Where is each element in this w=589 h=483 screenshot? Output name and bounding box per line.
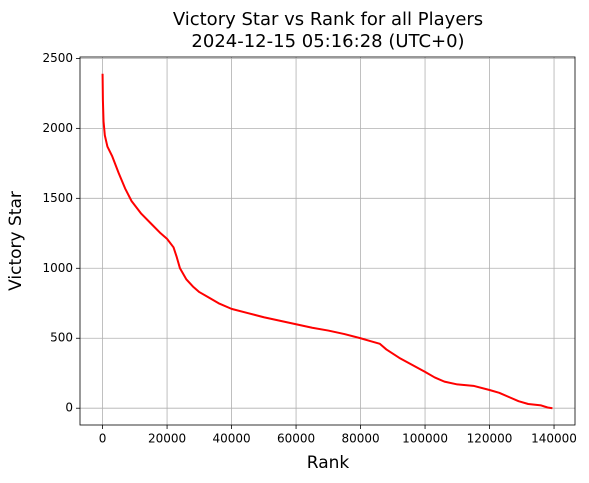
y-tick-label: 500 [50, 331, 73, 345]
chart-title: Victory Star vs Rank for all Players [173, 9, 483, 30]
y-tick-label: 2500 [42, 51, 73, 65]
x-tick-label: 40000 [212, 432, 250, 446]
x-tick-label: 100000 [402, 432, 448, 446]
x-tick-label: 120000 [467, 432, 513, 446]
y-tick-label: 2000 [42, 121, 73, 135]
plot-frame [79, 56, 576, 426]
x-tick-label: 140000 [531, 432, 577, 446]
y-axis-label: Victory Star [6, 191, 26, 291]
chart-subtitle: 2024-12-15 05:16:28 (UTC+0) [191, 31, 464, 52]
x-tick-label: 20000 [148, 432, 186, 446]
x-tick-label: 0 [99, 432, 107, 446]
y-tick-label: 1000 [42, 261, 73, 275]
data-line [101, 73, 553, 410]
y-tick-label: 0 [65, 401, 73, 415]
x-tick-label: 80000 [341, 432, 379, 446]
y-tick-label: 1500 [42, 191, 73, 205]
x-axis-label: Rank [307, 453, 350, 473]
x-tick-label: 60000 [277, 432, 315, 446]
